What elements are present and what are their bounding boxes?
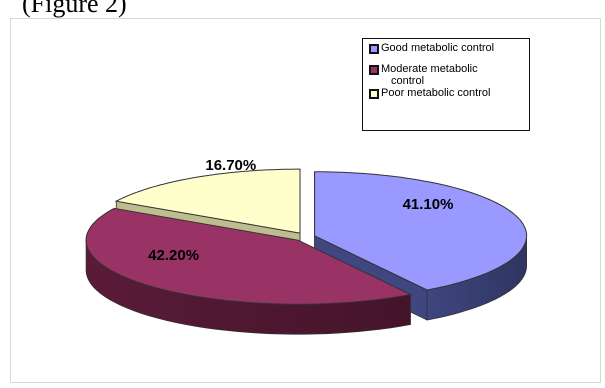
legend-item-poor: Poor metabolic control: [369, 87, 525, 99]
legend-label-moderate-line1: Moderate metabolic: [381, 63, 478, 75]
legend-label-moderate: Moderate metabolic control: [381, 63, 478, 87]
legend-swatch-poor: [369, 89, 379, 99]
data-label-good: 41.10%: [403, 196, 454, 213]
legend-label-good: Good metabolic control: [381, 42, 495, 54]
pie-slice-moderate: [85, 207, 413, 305]
data-label-poor: 16.70%: [205, 157, 256, 174]
figure-caption-top: (Figure 2): [22, 0, 127, 18]
legend-label-poor: Poor metabolic control: [381, 87, 491, 99]
pie-slice-poor: [114, 168, 301, 234]
legend-swatch-moderate: [369, 65, 379, 75]
legend-item-good: Good metabolic control: [369, 42, 525, 54]
legend: Good metabolic control Moderate metaboli…: [362, 38, 530, 131]
data-label-moderate: 42.20%: [148, 247, 199, 264]
legend-swatch-good: [369, 44, 379, 54]
legend-label-moderate-line2: control: [391, 75, 425, 87]
legend-item-moderate: Moderate metabolic control: [369, 63, 525, 87]
pie-slice-good: [314, 171, 528, 291]
